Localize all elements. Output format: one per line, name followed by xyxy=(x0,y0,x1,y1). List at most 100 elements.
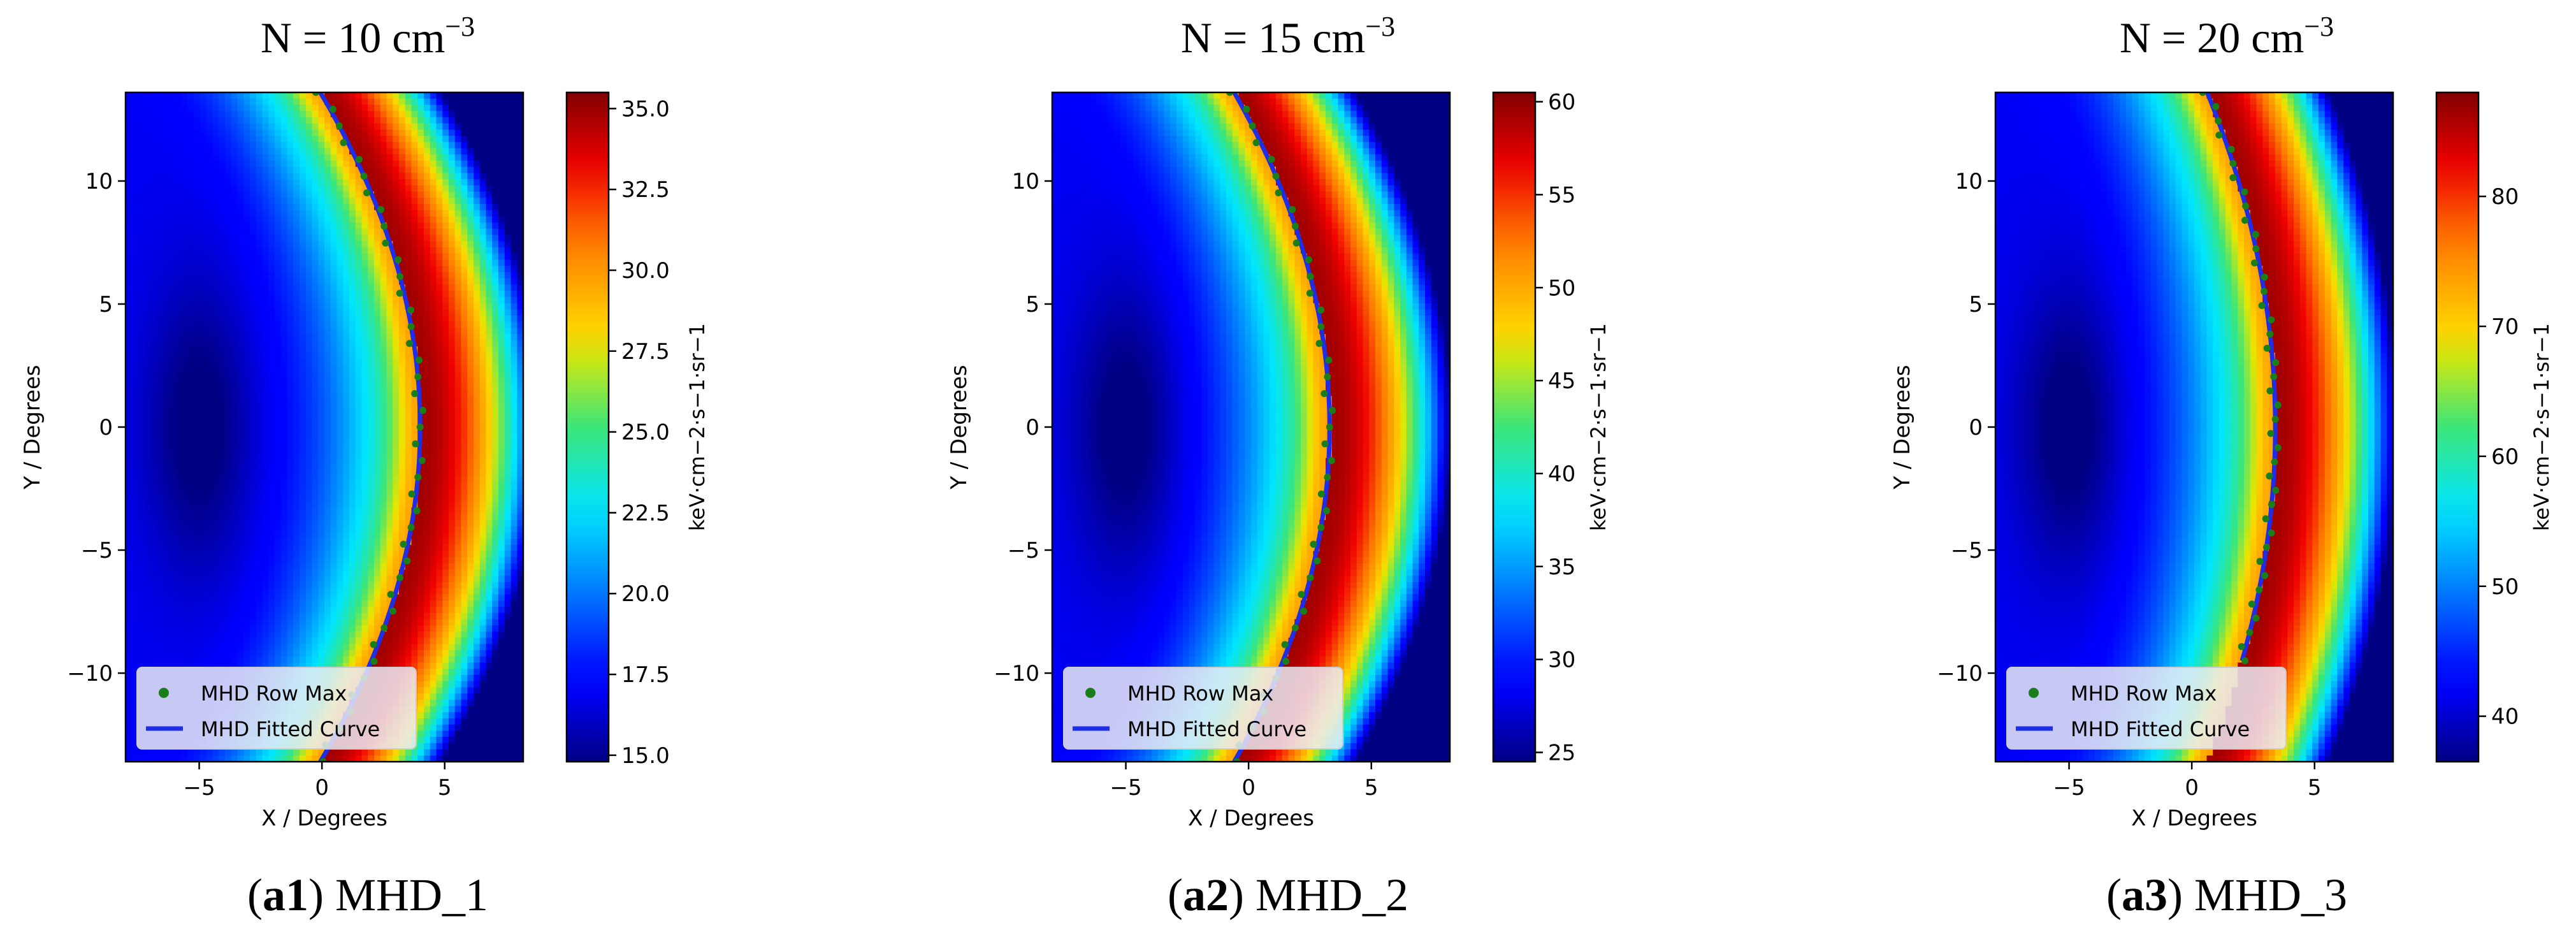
panel-mhd-3: N = 20 cm−3 (a3) MHD_3 −5 0 5 −10 −5 0 5 10 X / … xyxy=(1890,11,2554,920)
colorbar-tick-label: 50 xyxy=(2491,574,2519,600)
row-max-point xyxy=(1325,356,1333,364)
row-max-point xyxy=(363,189,370,196)
row-max-point xyxy=(416,356,423,364)
y-tick-label: 0 xyxy=(1969,415,1983,440)
panel-mhd-1: N = 10 cm−3 (a1) MHD_1 −5 0 5 −10 −5 0 5 10 X / … xyxy=(20,11,709,920)
legend-box xyxy=(136,667,417,750)
row-max-point xyxy=(394,256,402,263)
row-max-point xyxy=(1310,541,1317,548)
panel-caption: (a2) MHD_2 xyxy=(1168,869,1408,920)
row-max-point xyxy=(2267,430,2275,437)
row-max-point xyxy=(1282,658,1290,665)
legend-marker xyxy=(2029,688,2039,698)
row-max-point xyxy=(2266,387,2274,395)
row-max-point xyxy=(2248,600,2255,608)
row-max-point xyxy=(1323,507,1330,514)
row-max-point xyxy=(377,206,385,214)
colorbar-tick-label: 32.5 xyxy=(621,177,670,203)
row-max-point xyxy=(2229,160,2237,167)
row-max-point xyxy=(2256,558,2264,565)
row-max-point xyxy=(2246,628,2254,636)
row-max-point xyxy=(2261,287,2268,295)
row-max-point xyxy=(416,423,424,431)
row-max-point xyxy=(360,172,368,180)
colorbar-tick-label: 15.0 xyxy=(621,743,670,769)
colorbar-tick-label: 17.5 xyxy=(621,662,670,688)
x-tick-label: 0 xyxy=(2185,775,2199,801)
row-max-point xyxy=(1281,641,1289,648)
row-max-point xyxy=(2271,416,2279,423)
row-max-point xyxy=(1298,591,1305,598)
row-max-point xyxy=(1317,323,1325,330)
row-max-point xyxy=(2258,301,2266,309)
colorbar-tick-label: 60 xyxy=(2491,444,2519,470)
row-max-point xyxy=(1324,373,1331,381)
row-max-point xyxy=(1321,390,1328,397)
x-tick-label: −5 xyxy=(2053,775,2085,801)
row-max-point xyxy=(335,122,343,129)
heatmap-cells xyxy=(126,92,523,762)
y-tick-label: −10 xyxy=(1937,661,1983,686)
legend-box xyxy=(1063,667,1343,750)
y-tick-label: 5 xyxy=(1969,292,1983,317)
row-max-point xyxy=(1289,206,1296,214)
row-max-point xyxy=(1300,607,1308,615)
y-tick-label: 0 xyxy=(99,415,113,440)
colorbar-tick-label: 80 xyxy=(2491,184,2519,210)
legend-label: MHD Row Max xyxy=(2071,681,2217,706)
row-max-point xyxy=(319,758,327,762)
row-max-point xyxy=(419,407,426,414)
colorbar-label: keV·cm−2·s−1·sr−1 xyxy=(2529,323,2554,531)
colorbar-tick-label: 30.0 xyxy=(621,258,670,284)
y-tick-label: 5 xyxy=(1025,292,1039,317)
y-tick-label: 5 xyxy=(99,292,113,317)
panel-caption: (a1) MHD_1 xyxy=(247,869,488,920)
heatmap-cells xyxy=(1995,92,2393,762)
row-max-point xyxy=(370,641,377,648)
row-max-point xyxy=(2274,444,2282,451)
y-tick-label: −5 xyxy=(1951,538,1983,563)
row-max-point xyxy=(1313,557,1321,565)
y-tick-label: 10 xyxy=(85,169,113,194)
y-tick-label: −10 xyxy=(67,661,113,686)
panel-title: N = 20 cm−3 xyxy=(2120,11,2334,62)
row-max-point xyxy=(407,524,415,531)
y-axis-label: Y / Degrees xyxy=(20,365,45,490)
legend-label: MHD Row Max xyxy=(201,681,347,706)
row-max-point xyxy=(1317,306,1325,314)
row-max-point xyxy=(414,474,422,481)
x-tick-label: 0 xyxy=(315,775,329,801)
row-max-point xyxy=(2270,373,2278,381)
row-max-point xyxy=(400,541,407,548)
row-max-point xyxy=(2262,543,2270,551)
colorbar-label: keV·cm−2·s−1·sr−1 xyxy=(1586,323,1610,531)
row-max-point xyxy=(387,591,394,598)
row-max-point xyxy=(2242,202,2249,210)
row-max-point xyxy=(2272,359,2280,367)
x-tick-label: −5 xyxy=(1110,775,1141,801)
row-max-point xyxy=(2199,92,2206,96)
row-max-point xyxy=(407,306,415,314)
colorbar-tick-label: 35 xyxy=(1548,555,1575,580)
row-max-point xyxy=(2241,657,2249,665)
colorbar xyxy=(1492,91,1537,763)
colorbar-tick-label: 40 xyxy=(1548,461,1575,487)
row-max-point xyxy=(1292,239,1300,247)
colorbar-tick-label: 55 xyxy=(1548,182,1575,208)
row-max-point xyxy=(2261,572,2269,579)
row-max-point xyxy=(2252,614,2260,622)
row-max-point xyxy=(406,340,413,347)
row-max-point xyxy=(312,92,320,96)
row-max-point xyxy=(2251,259,2258,266)
row-max-point xyxy=(1315,340,1323,347)
row-max-point xyxy=(1306,273,1314,280)
colorbar-tick-label: 50 xyxy=(1548,275,1575,301)
row-max-point xyxy=(356,156,363,163)
row-max-point xyxy=(1248,122,1256,129)
row-max-point xyxy=(413,507,421,514)
row-max-point xyxy=(2255,586,2263,593)
colorbar-tick-label: 22.5 xyxy=(621,500,670,526)
colorbar-tick-label: 45 xyxy=(1548,368,1575,394)
x-tick-label: 5 xyxy=(438,775,452,801)
